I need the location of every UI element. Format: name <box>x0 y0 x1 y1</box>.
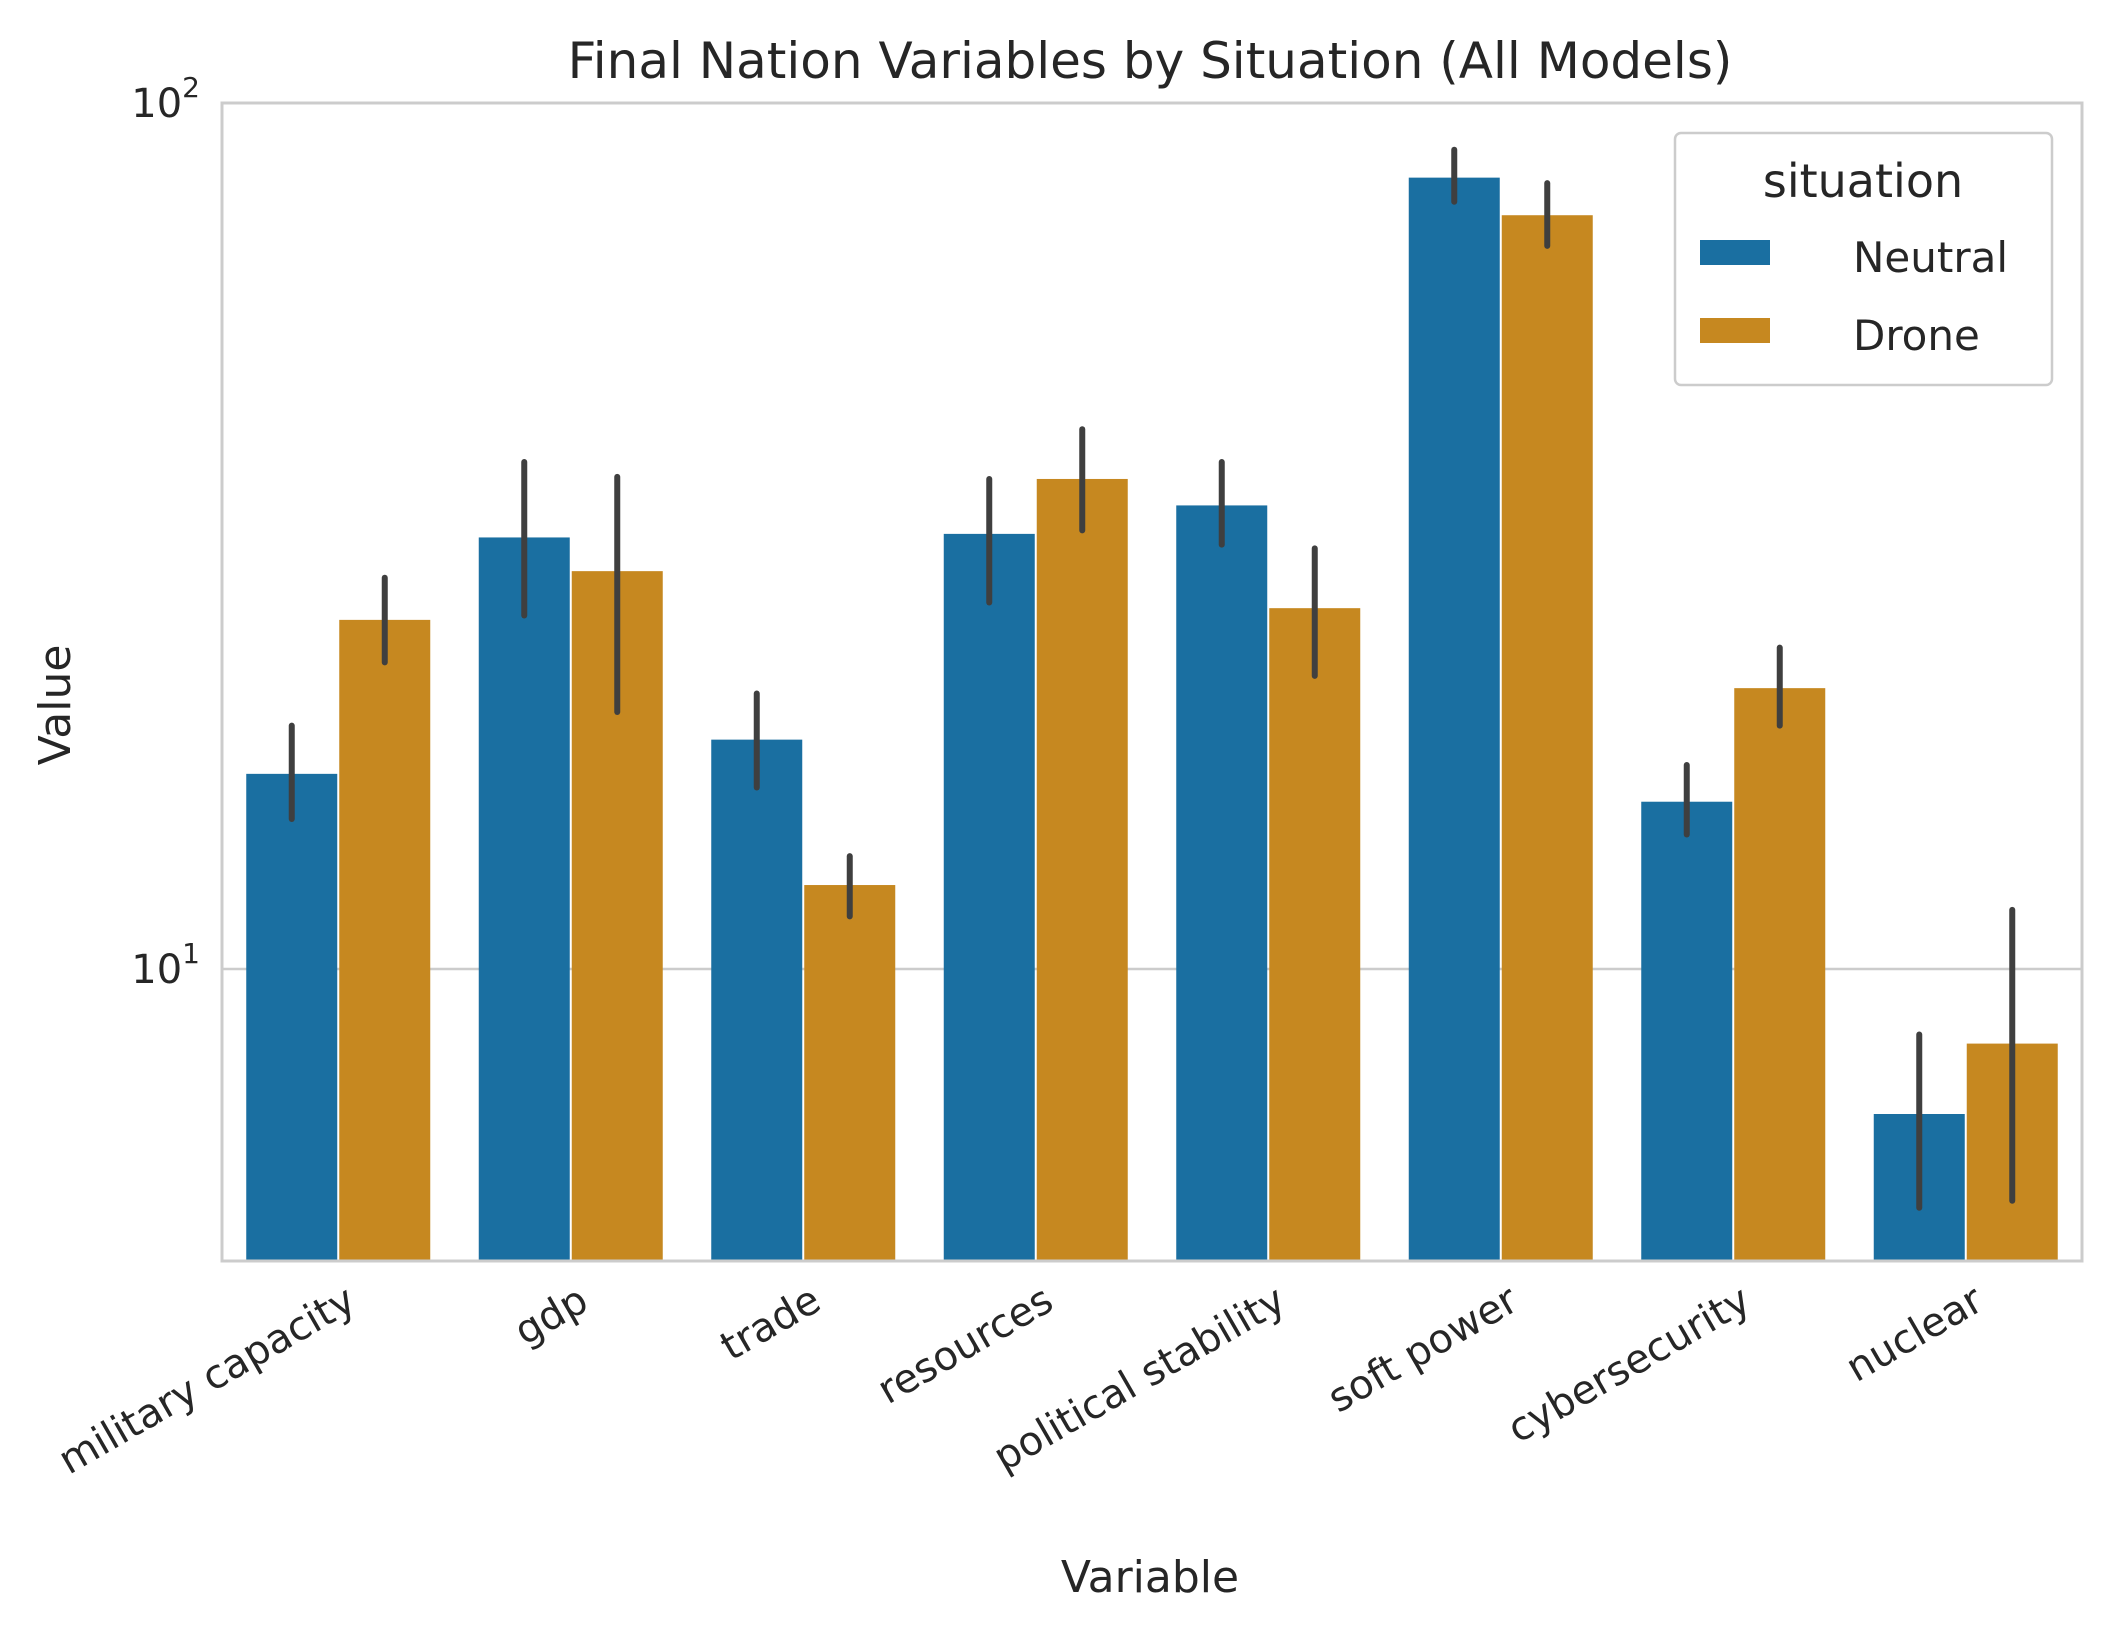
x-tick-label-military-capacity: military capacity <box>51 1277 363 1484</box>
x-tick-label-trade: trade <box>713 1277 828 1370</box>
bar-military-capacity-neutral <box>246 773 338 1261</box>
bar-cybersecurity-neutral <box>1641 801 1733 1261</box>
bar-resources-drone <box>1036 478 1128 1261</box>
bar-cybersecurity-drone <box>1734 688 1826 1261</box>
bar-political-stability-drone <box>1269 608 1361 1261</box>
error-bars <box>288 146 2016 1211</box>
x-tick-label-resources: resources <box>870 1277 1061 1414</box>
bar-resources-neutral <box>943 533 1035 1261</box>
legend-label-neutral: Neutral <box>1853 233 2008 282</box>
legend-label-drone: Drone <box>1853 311 1980 360</box>
bar-soft-power-drone <box>1501 215 1593 1261</box>
plot-frame <box>220 101 2084 1263</box>
bar-military-capacity-drone <box>339 619 431 1261</box>
x-tick-label-nuclear: nuclear <box>1838 1277 1991 1392</box>
bar-political-stability-neutral <box>1176 505 1268 1261</box>
bar-soft-power-neutral <box>1408 177 1500 1261</box>
x-tick-label-gdp: gdp <box>507 1277 596 1355</box>
y-ticks: 101 102 <box>131 71 200 993</box>
y-tick-label: 102 <box>131 71 200 127</box>
x-tick-label-cybersecurity: cybersecurity <box>1500 1277 1758 1453</box>
chart-title: Final Nation Variables by Situation (All… <box>568 32 1733 90</box>
bar-gdp-neutral <box>478 537 570 1261</box>
legend-title: situation <box>1763 154 1963 208</box>
y-axis-label: Value <box>30 645 81 766</box>
y-tick-label: 101 <box>131 937 200 993</box>
x-tick-label-soft-power: soft power <box>1320 1277 1526 1422</box>
bar-trade-drone <box>804 885 896 1261</box>
x-ticks: military capacity gdp trade resourcespoliti… <box>51 1277 1991 1484</box>
x-axis-label: Variable <box>1061 1552 1239 1603</box>
legend-swatch-drone <box>1700 318 1770 343</box>
legend-swatch-neutral <box>1700 240 1770 265</box>
bars <box>246 177 2058 1261</box>
legend: situation Neutral Drone <box>1673 131 2054 387</box>
bar-trade-neutral <box>711 739 803 1261</box>
